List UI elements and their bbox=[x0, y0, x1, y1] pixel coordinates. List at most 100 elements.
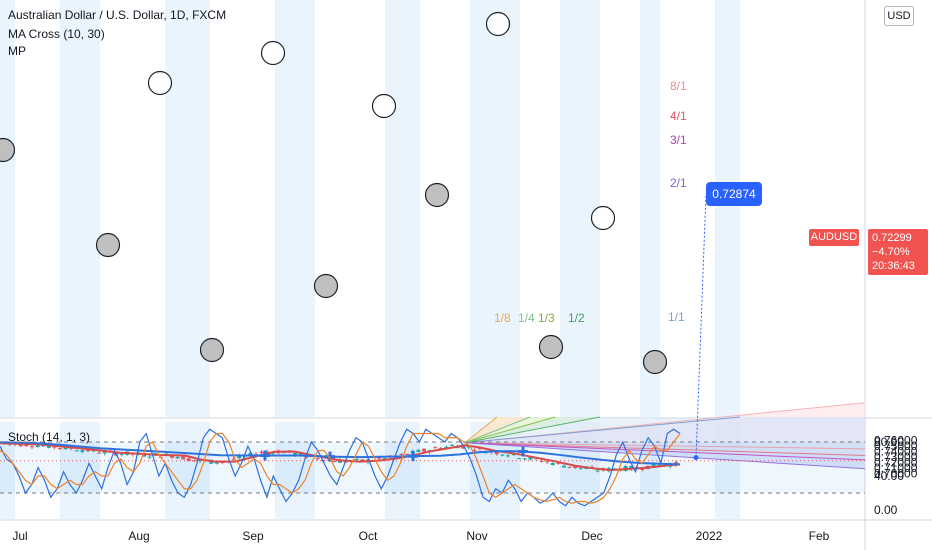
gann-angle-label: 2/1 bbox=[670, 176, 687, 190]
mp-circle bbox=[147, 70, 173, 96]
candle-body bbox=[595, 470, 600, 472]
candle-body bbox=[405, 453, 410, 455]
price-tick-label: 0.74000 bbox=[874, 444, 918, 458]
candle-body bbox=[573, 466, 578, 469]
candle-body bbox=[545, 461, 550, 463]
chart-title[interactable]: Australian Dollar / U.S. Dollar, 1D, FXC… bbox=[8, 8, 227, 22]
price-tick-label: 0.75000 bbox=[874, 439, 918, 453]
mp-markers bbox=[0, 11, 668, 375]
gann-ray bbox=[464, 442, 866, 461]
session-band bbox=[560, 0, 600, 417]
ma-cross-marker bbox=[518, 446, 528, 457]
candle-body bbox=[192, 460, 197, 462]
stoch-d-line bbox=[0, 432, 681, 504]
mp-circle bbox=[199, 337, 225, 363]
candle-body bbox=[629, 465, 634, 470]
mp-circle bbox=[0, 137, 16, 163]
candle-body bbox=[80, 450, 85, 452]
candle-body bbox=[354, 458, 359, 460]
candle-body bbox=[466, 446, 471, 448]
price-tick-label: 0.72000 bbox=[874, 455, 918, 469]
gann-angle-label: 3/1 bbox=[670, 133, 687, 147]
mp-circle bbox=[371, 93, 397, 119]
candle-body bbox=[293, 452, 298, 456]
mp-circle bbox=[642, 349, 668, 375]
candle-body bbox=[517, 458, 522, 460]
stoch-band bbox=[0, 442, 865, 493]
candle-body bbox=[550, 463, 555, 465]
candle-body bbox=[444, 446, 449, 449]
moving-averages bbox=[0, 441, 681, 472]
candle-body bbox=[360, 459, 365, 462]
candle-body bbox=[30, 446, 34, 448]
indicator-ma-label[interactable]: MA Cross (10, 30) bbox=[8, 27, 105, 41]
session-band bbox=[275, 0, 315, 417]
time-axis: Jul Aug Sep Oct Nov Dec 2022 Feb bbox=[12, 529, 829, 543]
ma-cross-marker bbox=[325, 451, 335, 462]
time-tick-label: 2022 bbox=[696, 529, 723, 543]
time-tick-label: Oct bbox=[359, 529, 378, 543]
candle-body bbox=[422, 448, 426, 452]
time-tick-label: Aug bbox=[128, 529, 149, 543]
last-price: 0.72299 bbox=[872, 232, 912, 244]
stochastic-panel: 80.00 40.00 0.00 bbox=[0, 428, 904, 517]
gann-angle-label: 8/1 bbox=[670, 79, 687, 93]
price-tick-label: 0.76000 bbox=[874, 433, 918, 447]
bar-countdown: 20:36:43 bbox=[872, 260, 915, 272]
gann-ray bbox=[464, 442, 866, 470]
price-tick-label: 0.73000 bbox=[874, 450, 918, 464]
session-band bbox=[165, 422, 210, 519]
candle-body bbox=[41, 445, 46, 447]
candle-body bbox=[35, 445, 40, 448]
gann-ray bbox=[464, 416, 556, 444]
session-band bbox=[640, 0, 660, 417]
candle-body bbox=[237, 455, 242, 459]
mp-circle bbox=[260, 40, 286, 66]
candle-body bbox=[102, 450, 107, 454]
ma-slow-line bbox=[0, 441, 681, 466]
gann-ray bbox=[464, 416, 601, 444]
last-price-box: 0.72299 −4.70% 20:36:43 bbox=[868, 229, 928, 275]
session-band bbox=[715, 0, 740, 417]
time-tick-label: Sep bbox=[242, 529, 264, 543]
candle-body bbox=[651, 463, 656, 467]
candle-body bbox=[119, 453, 124, 455]
gann-angle-label: 4/1 bbox=[670, 109, 687, 123]
candle-body bbox=[556, 462, 561, 464]
price-change: −4.70% bbox=[872, 246, 910, 258]
session-bands bbox=[0, 0, 740, 519]
gann-price-marker[interactable]: 0.72874 bbox=[706, 182, 762, 206]
gann-ray bbox=[464, 416, 498, 444]
candle-body bbox=[175, 456, 180, 459]
mp-circle bbox=[485, 11, 511, 37]
candle-body bbox=[433, 447, 438, 449]
session-band bbox=[60, 0, 100, 417]
gann-angle-label: 1/3 bbox=[538, 311, 555, 325]
candle-body bbox=[248, 452, 253, 456]
mp-circle bbox=[95, 232, 121, 258]
gann-ray bbox=[464, 416, 741, 444]
price-tick-label: 0.70000 bbox=[874, 467, 918, 481]
candle-body bbox=[640, 468, 645, 470]
candle-body bbox=[494, 451, 499, 455]
symbol-badge: AUDUSD bbox=[809, 229, 859, 246]
gann-angle-label: 1/8 bbox=[494, 311, 511, 325]
candle-body bbox=[450, 444, 454, 446]
session-band bbox=[0, 422, 15, 519]
candle-body bbox=[231, 458, 236, 460]
time-tick-label: Dec bbox=[581, 529, 602, 543]
indicator-mp-label[interactable]: MP bbox=[8, 44, 26, 58]
candle-body bbox=[315, 458, 320, 460]
time-tick-label: Jul bbox=[12, 529, 27, 543]
stoch-label[interactable]: Stoch (14, 1, 3) bbox=[8, 430, 91, 444]
candle-body bbox=[539, 460, 544, 462]
price-axis: 0.760000.750000.740000.730000.720000.710… bbox=[874, 433, 918, 480]
currency-selector-button[interactable]: USD bbox=[884, 6, 914, 26]
candle-body bbox=[259, 451, 264, 454]
candle-body bbox=[298, 452, 303, 456]
session-band bbox=[60, 422, 100, 519]
candle-body bbox=[584, 467, 589, 470]
candle-body bbox=[52, 446, 57, 448]
candle-body bbox=[181, 456, 186, 460]
